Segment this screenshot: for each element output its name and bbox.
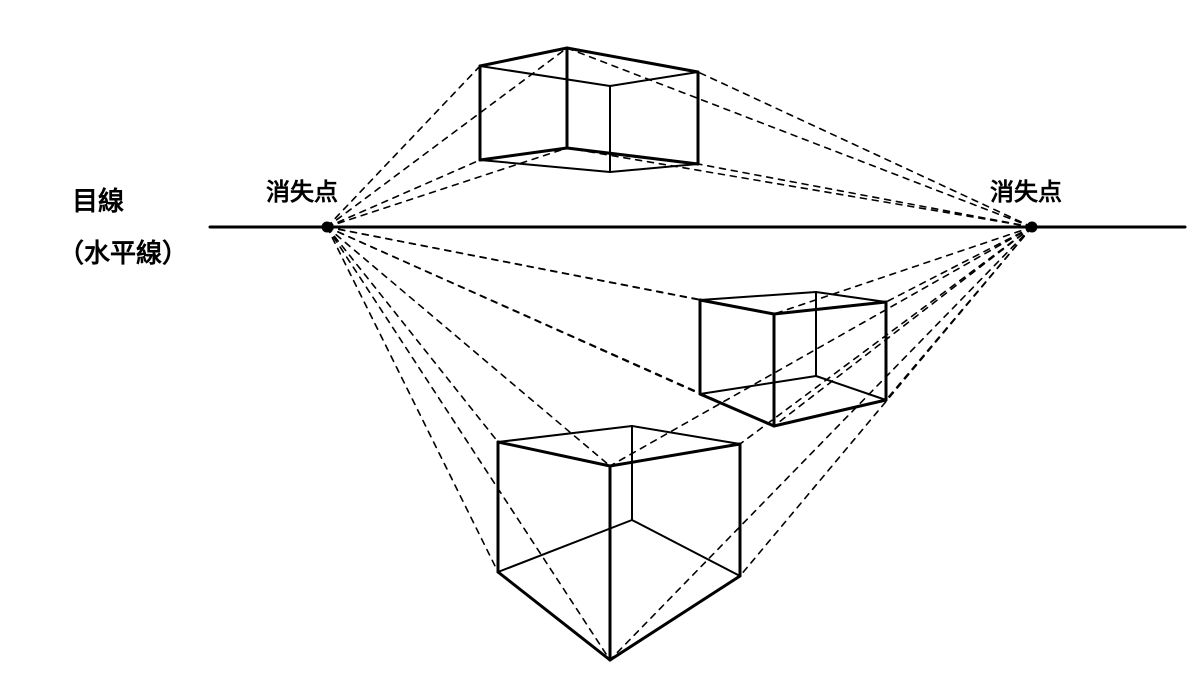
cube-mid-edge — [700, 394, 774, 426]
guide-from-left-vp — [327, 148, 567, 227]
horizon-sub-label: （水平線） — [58, 238, 188, 268]
cube-top-edge — [567, 48, 698, 72]
cube-bottom-edge — [632, 520, 740, 576]
guide-from-right-vp — [567, 48, 1032, 227]
cube-bottom-edge — [498, 572, 610, 660]
guide-from-right-vp — [610, 227, 1032, 466]
cube-top-edge — [610, 72, 698, 86]
cube-bottom-edge — [498, 520, 632, 572]
cube-bottom-edge — [632, 426, 740, 444]
cube-mid-edge — [816, 376, 886, 400]
guide-from-left-vp — [327, 227, 610, 660]
guide-from-right-vp — [774, 227, 1032, 426]
cube-top-edge — [480, 66, 610, 86]
cube-top-edge — [480, 148, 567, 160]
cube-top-edge — [567, 148, 698, 164]
cube-mid-edge — [700, 292, 816, 300]
eyeline-label: 目線 — [72, 186, 124, 216]
cube-bottom-edge — [498, 442, 610, 466]
cube-mid-edge — [700, 300, 774, 314]
vanishing-point-left — [322, 222, 333, 233]
vanishing-point-right — [1027, 222, 1038, 233]
guide-from-left-vp — [327, 227, 700, 300]
cube-top-edge — [480, 48, 567, 66]
guide-from-left-vp — [327, 227, 498, 572]
cube-mid-edge — [700, 376, 816, 394]
vp-left-label: 消失点 — [266, 179, 338, 206]
guide-from-right-vp — [567, 148, 1032, 227]
guide-from-left-vp — [327, 227, 610, 466]
perspective-diagram: 目線 （水平線） 消失点 消失点 — [0, 0, 1200, 677]
guide-from-right-vp — [886, 227, 1032, 302]
guide-from-left-vp — [327, 66, 480, 227]
cube-bottom-edge — [610, 576, 740, 660]
guide-from-right-vp — [698, 164, 1032, 227]
guide-from-right-vp — [698, 72, 1032, 227]
guide-from-left-vp — [327, 227, 498, 442]
vp-right-label: 消失点 — [990, 179, 1062, 206]
